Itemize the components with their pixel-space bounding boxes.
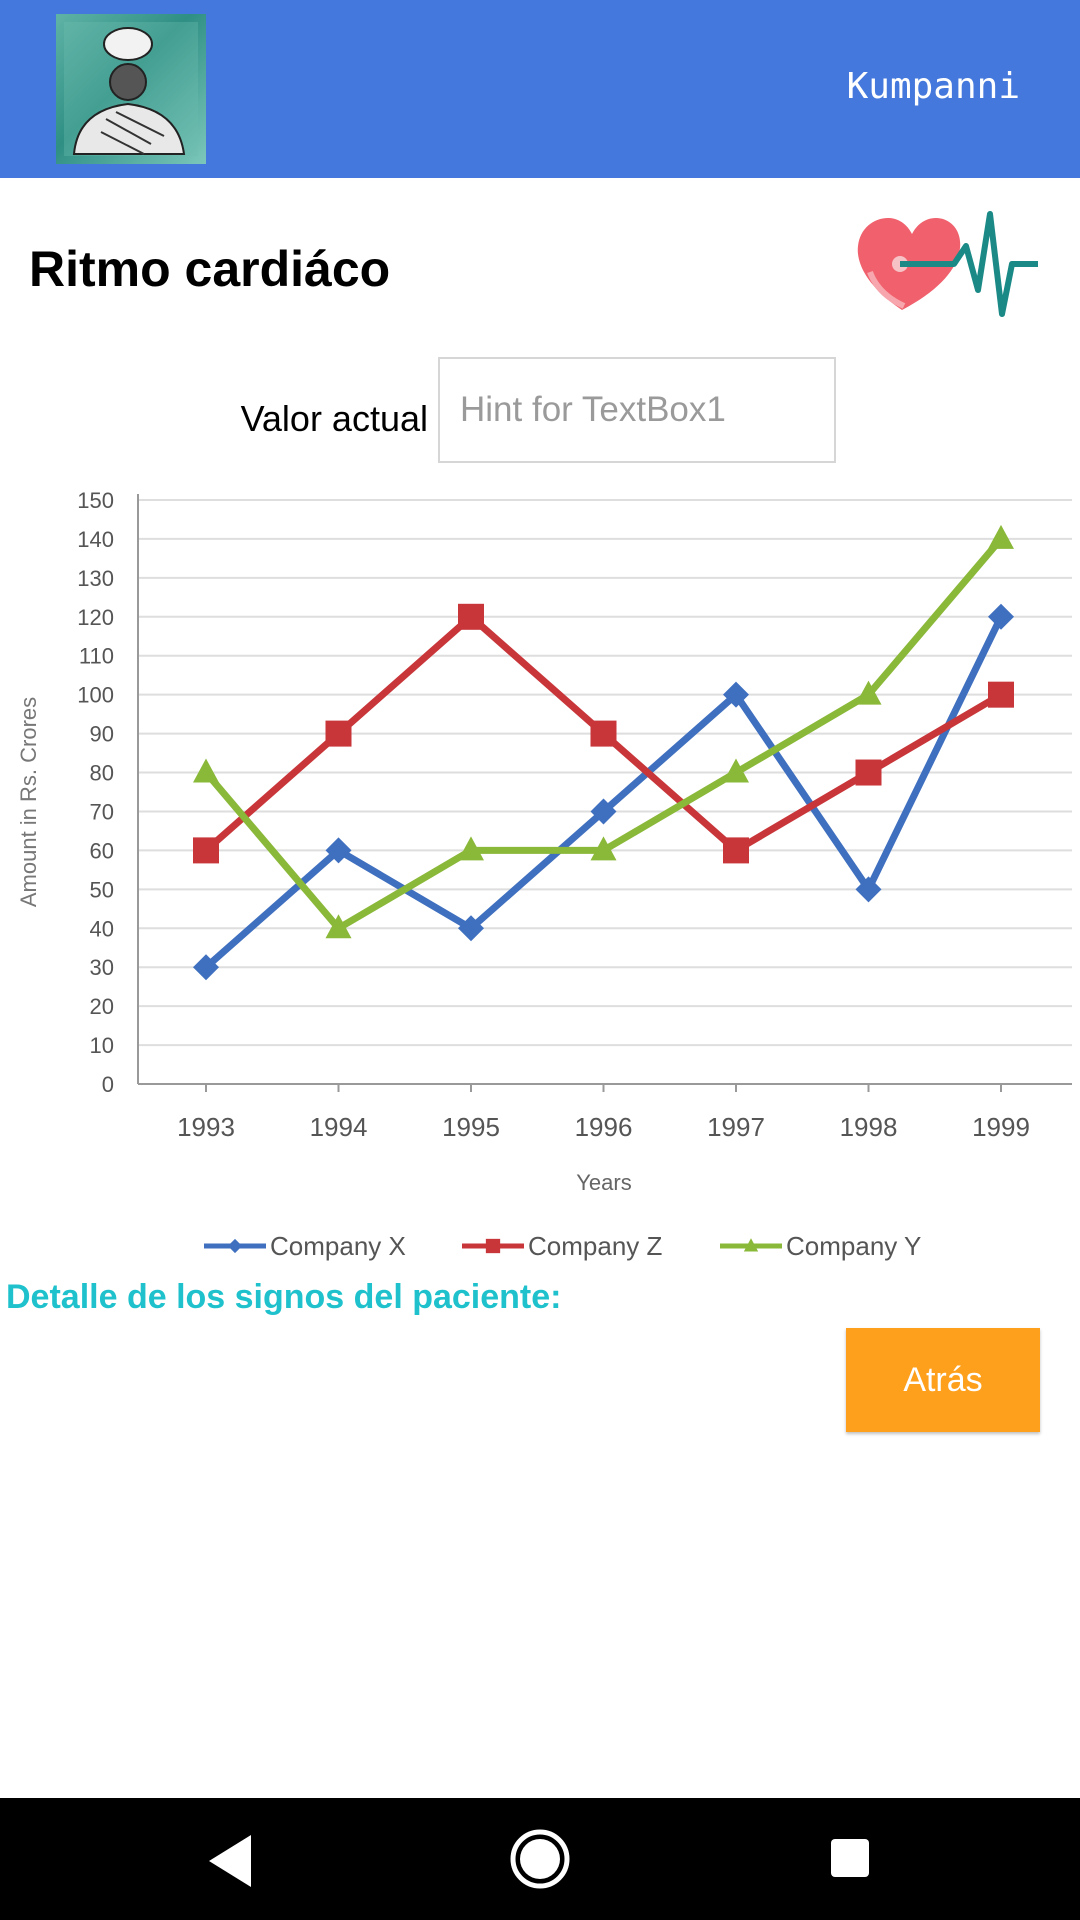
- x-axis-label: Years: [576, 1170, 631, 1195]
- x-tick-label: 1998: [840, 1112, 898, 1142]
- y-tick-label: 10: [90, 1033, 114, 1058]
- x-tick-label: 1993: [177, 1112, 235, 1142]
- y-tick-label: 140: [77, 527, 114, 552]
- back-button[interactable]: Atrás: [846, 1328, 1040, 1432]
- legend-label-company-y: Company Y: [786, 1231, 921, 1261]
- data-point-company-y: [325, 914, 352, 939]
- data-point-company-x: [723, 681, 749, 708]
- data-point-company-z: [325, 720, 352, 747]
- data-point-company-x: [458, 915, 484, 942]
- heart-rate-icon: [856, 210, 1040, 324]
- y-tick-label: 110: [79, 644, 114, 669]
- y-tick-label: 120: [77, 605, 114, 630]
- data-point-company-x: [988, 603, 1014, 630]
- legend-label-company-x: Company X: [270, 1231, 406, 1261]
- current-value-label: Valor actual: [240, 398, 428, 439]
- y-tick-label: 130: [77, 566, 114, 591]
- line-chart: 0 10 20 30 40 50 60 70 80 90 100 110 120 130 140 150 199…: [16, 488, 1072, 1261]
- y-tick-label: 80: [90, 761, 114, 786]
- y-tick-label: 30: [90, 955, 114, 980]
- legend-marker-company-z: [485, 1238, 501, 1254]
- x-tick-label: 1994: [310, 1112, 368, 1142]
- data-point-company-y: [723, 758, 749, 783]
- data-point-company-x: [193, 954, 219, 981]
- data-point-company-z: [723, 837, 749, 864]
- data-point-company-z: [855, 759, 882, 786]
- data-point-company-y: [590, 836, 617, 861]
- data-point-company-y: [988, 524, 1014, 549]
- data-point-company-x: [325, 837, 352, 864]
- y-tick-label: 60: [90, 838, 114, 863]
- y-axis-label: Amount in Rs. Crores: [16, 697, 41, 907]
- home-circle-icon[interactable]: [508, 1827, 572, 1891]
- data-point-company-x: [590, 798, 617, 825]
- y-tick-label: 0: [102, 1072, 114, 1097]
- x-tick-label: 1997: [707, 1112, 765, 1142]
- legend-marker-company-y: [743, 1238, 759, 1252]
- data-point-company-z: [590, 720, 617, 747]
- y-tick-label: 150: [77, 488, 114, 513]
- x-tick-label: 1996: [575, 1112, 633, 1142]
- y-tick-label: 90: [90, 722, 114, 747]
- page-title: Ritmo cardiáco: [29, 241, 391, 297]
- current-value-input[interactable]: [438, 357, 836, 463]
- data-point-company-z: [988, 681, 1014, 708]
- patient-details-label: Detalle de los signos del paciente:: [6, 1278, 562, 1316]
- patient-avatar-icon[interactable]: [56, 14, 206, 164]
- y-tick-label: 50: [90, 877, 114, 902]
- legend-marker-company-x: [227, 1238, 243, 1254]
- data-point-company-z: [458, 603, 484, 630]
- app-name: Kumpanni: [846, 66, 1020, 107]
- data-point-company-z: [193, 837, 219, 864]
- y-tick-label: 70: [90, 799, 114, 824]
- y-tick-label: 40: [90, 916, 114, 941]
- recent-apps-icon[interactable]: [830, 1838, 870, 1878]
- x-tick-label: 1995: [442, 1112, 500, 1142]
- app-bar: Kumpanni: [0, 0, 1080, 178]
- legend-label-company-z: Company Z: [528, 1231, 662, 1261]
- data-point-company-y: [193, 758, 219, 783]
- back-triangle-icon[interactable]: [205, 1833, 255, 1889]
- data-point-company-x: [855, 876, 882, 903]
- y-tick-label: 100: [77, 683, 114, 708]
- data-point-company-y: [855, 680, 882, 705]
- x-tick-label: 1999: [972, 1112, 1030, 1142]
- y-tick-label: 20: [90, 994, 114, 1019]
- data-point-company-y: [458, 836, 484, 861]
